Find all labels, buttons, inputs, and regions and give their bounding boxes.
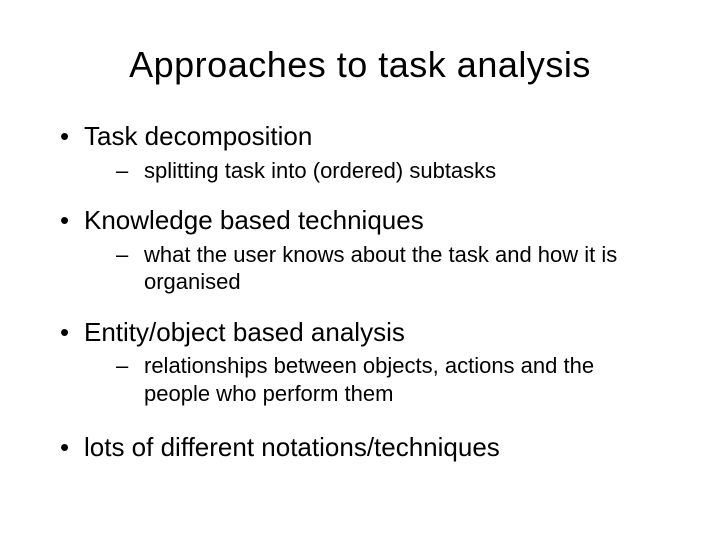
sub-list: relationships between objects, actions a… — [84, 352, 664, 407]
bullet-text: Task decomposition — [84, 121, 312, 151]
bullet-list: Task decomposition splitting task into (… — [56, 120, 664, 464]
sub-bullet-item: what the user knows about the task and h… — [116, 241, 624, 296]
bullet-text: Entity/object based analysis — [84, 317, 405, 347]
bullet-text: lots of different notations/techniques — [84, 432, 500, 462]
sub-bullet-text: splitting task into (ordered) subtasks — [144, 158, 496, 183]
sub-bullet-item: relationships between objects, actions a… — [116, 352, 624, 407]
sub-bullet-item: splitting task into (ordered) subtasks — [116, 157, 624, 185]
slide-title: Approaches to task analysis — [56, 44, 664, 86]
bullet-item: Entity/object based analysis relationshi… — [56, 316, 664, 408]
bullet-text: Knowledge based techniques — [84, 205, 424, 235]
sub-list: splitting task into (ordered) subtasks — [84, 157, 664, 185]
bullet-item: Task decomposition splitting task into (… — [56, 120, 664, 184]
bullet-item: lots of different notations/techniques — [56, 431, 664, 464]
bullet-item: Knowledge based techniques what the user… — [56, 204, 664, 296]
sub-list: what the user knows about the task and h… — [84, 241, 664, 296]
sub-bullet-text: relationships between objects, actions a… — [144, 353, 594, 406]
sub-bullet-text: what the user knows about the task and h… — [144, 242, 617, 295]
slide: Approaches to task analysis Task decompo… — [0, 0, 720, 540]
